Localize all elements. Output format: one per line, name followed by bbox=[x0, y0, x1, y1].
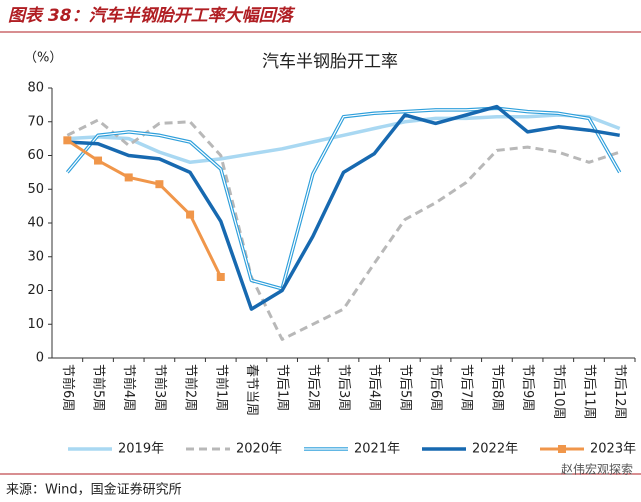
series-line bbox=[66, 118, 621, 341]
x-tick-label: 节后5周 bbox=[397, 364, 412, 411]
x-tick-label: 节前1周 bbox=[213, 364, 229, 411]
series-line bbox=[67, 104, 620, 311]
x-tick-label: 春节当周 bbox=[244, 364, 259, 416]
series-line bbox=[67, 113, 621, 165]
x-tick-label: 节前5周 bbox=[91, 364, 107, 411]
y-tick-label: 20 bbox=[27, 283, 44, 298]
y-tick-label: 80 bbox=[27, 81, 44, 96]
x-tick-label: 节后3周 bbox=[336, 364, 351, 411]
series-line-inner bbox=[66, 107, 621, 290]
legend-label: 2019年 bbox=[118, 442, 164, 457]
y-tick-label: 60 bbox=[27, 148, 44, 163]
x-tick-label: 节后1周 bbox=[275, 364, 290, 411]
data-point bbox=[186, 210, 195, 219]
page-title: 图表 38：汽车半钢胎开工率大幅回落 bbox=[8, 6, 296, 26]
x-tick-label: 节后12周 bbox=[612, 364, 627, 420]
x-tick-label: 节前3周 bbox=[152, 364, 168, 411]
data-point bbox=[155, 180, 164, 189]
x-tick-label: 节后2周 bbox=[305, 364, 320, 411]
y-tick-label: 30 bbox=[27, 249, 44, 264]
y-tick-label: 70 bbox=[27, 114, 44, 129]
y-tick-label: 50 bbox=[27, 182, 44, 197]
legend-label: 2021年 bbox=[354, 442, 400, 457]
x-tick-label: 节后11周 bbox=[581, 364, 596, 420]
x-tick-label: 节后4周 bbox=[367, 364, 382, 411]
data-point bbox=[63, 136, 72, 145]
chart-title: 汽车半钢胎开工率 bbox=[262, 52, 398, 72]
data-point bbox=[216, 273, 225, 281]
x-tick-label: 节后9周 bbox=[520, 364, 535, 411]
watermark: 赵伟宏观探索 bbox=[561, 462, 633, 477]
x-tick-label: 节后7周 bbox=[459, 364, 474, 411]
x-tick-label: 节前4周 bbox=[121, 364, 137, 411]
data-point bbox=[124, 173, 133, 182]
x-tick-label: 节后10周 bbox=[551, 364, 566, 420]
legend-label: 2023年 bbox=[590, 442, 636, 457]
data-point bbox=[94, 156, 103, 165]
source: 来源：Wind，国金证券研究所 bbox=[6, 482, 182, 498]
legend-marker bbox=[558, 445, 566, 453]
legend-label: 2022年 bbox=[472, 442, 518, 457]
y-axis-label: （%） bbox=[24, 51, 62, 66]
x-tick-label: 节后6周 bbox=[428, 364, 443, 411]
x-tick-label: 节后8周 bbox=[489, 364, 504, 411]
y-tick-label: 40 bbox=[27, 216, 44, 231]
x-tick-label: 节前2周 bbox=[183, 364, 199, 411]
y-tick-label: 0 bbox=[36, 351, 44, 366]
x-tick-label: 节前6周 bbox=[60, 364, 76, 411]
y-tick-label: 10 bbox=[27, 317, 44, 332]
legend-label: 2020年 bbox=[236, 442, 282, 457]
series-line bbox=[66, 139, 223, 278]
